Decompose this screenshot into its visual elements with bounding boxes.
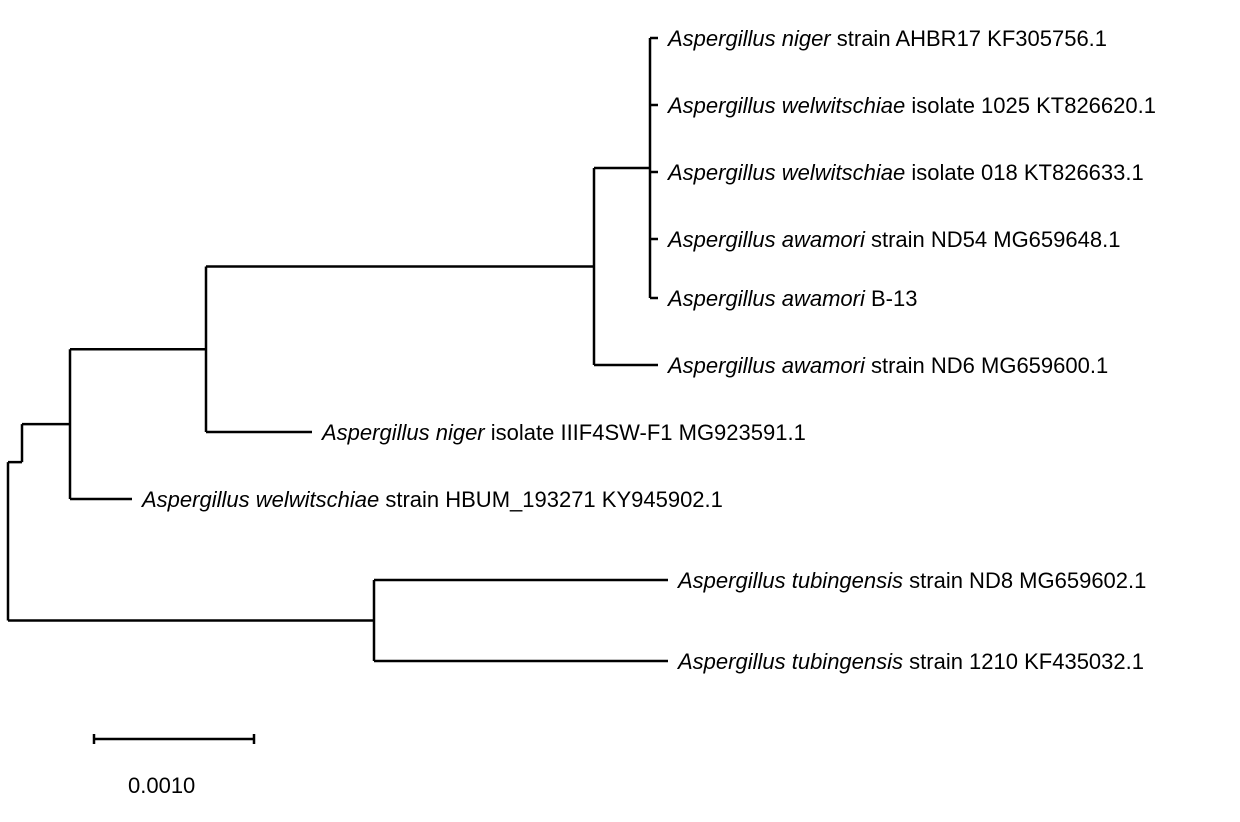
taxon-label: Aspergillus tubingensis strain ND8 MG659… [678, 568, 1146, 594]
taxon-rest: isolate 018 KT826633.1 [905, 160, 1144, 185]
taxon-genus: Aspergillus awamori [668, 353, 865, 378]
taxon-genus: Aspergillus tubingensis [678, 649, 903, 674]
taxon-rest: B-13 [865, 286, 918, 311]
taxon-genus: Aspergillus niger [668, 26, 831, 51]
taxon-label: Aspergillus awamori strain ND6 MG659600.… [668, 353, 1108, 379]
taxon-rest: strain ND8 MG659602.1 [903, 568, 1146, 593]
taxon-label: Aspergillus awamori B-13 [668, 286, 917, 312]
taxon-label: Aspergillus niger strain AHBR17 KF305756… [668, 26, 1107, 52]
taxon-rest: strain 1210 KF435032.1 [903, 649, 1144, 674]
taxon-label: Aspergillus welwitschiae isolate 018 KT8… [668, 160, 1144, 186]
taxon-genus: Aspergillus welwitschiae [668, 93, 905, 118]
taxon-genus: Aspergillus welwitschiae [142, 487, 379, 512]
taxon-label: Aspergillus welwitschiae isolate 1025 KT… [668, 93, 1156, 119]
taxon-rest: strain HBUM_193271 KY945902.1 [379, 487, 723, 512]
taxon-genus: Aspergillus awamori [668, 286, 865, 311]
tree-branches [0, 0, 1240, 822]
taxon-label: Aspergillus niger isolate IIIF4SW-F1 MG9… [322, 420, 806, 446]
taxon-rest: strain AHBR17 KF305756.1 [831, 26, 1107, 51]
taxon-rest: strain ND54 MG659648.1 [865, 227, 1121, 252]
taxon-genus: Aspergillus niger [322, 420, 485, 445]
taxon-genus: Aspergillus welwitschiae [668, 160, 905, 185]
taxon-genus: Aspergillus tubingensis [678, 568, 903, 593]
taxon-label: Aspergillus tubingensis strain 1210 KF43… [678, 649, 1144, 675]
taxon-rest: isolate IIIF4SW-F1 MG923591.1 [485, 420, 806, 445]
taxon-genus: Aspergillus awamori [668, 227, 865, 252]
taxon-rest: isolate 1025 KT826620.1 [905, 93, 1156, 118]
taxon-rest: strain ND6 MG659600.1 [865, 353, 1108, 378]
scale-bar-label: 0.0010 [128, 773, 195, 799]
phylo-tree-container: Aspergillus niger strain AHBR17 KF305756… [0, 0, 1240, 822]
taxon-label: Aspergillus awamori strain ND54 MG659648… [668, 227, 1120, 253]
taxon-label: Aspergillus welwitschiae strain HBUM_193… [142, 487, 723, 513]
